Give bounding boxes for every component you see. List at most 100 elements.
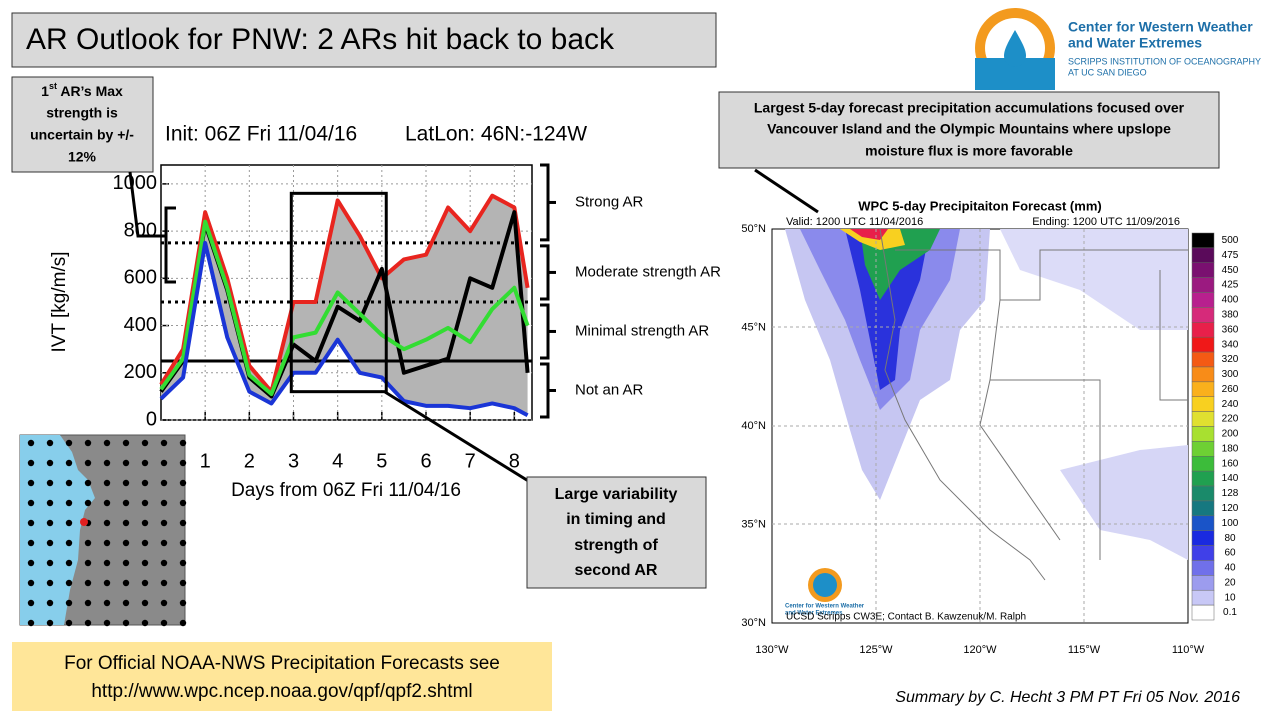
- grid-point: [141, 459, 149, 467]
- colorbar-label: 100: [1222, 518, 1239, 529]
- grid-point: [122, 459, 130, 467]
- highlight-box: [289, 191, 388, 394]
- colorbar-swatch: [1191, 441, 1215, 457]
- grid-point: [84, 559, 92, 567]
- grid-point: [27, 579, 35, 587]
- official-link[interactable]: http://www.wpc.ncep.noaa.gov/qpf/qpf2.sh…: [91, 681, 472, 702]
- y-tick-label: 0: [146, 408, 157, 430]
- precip-240: [840, 229, 905, 250]
- grid-point: [160, 439, 168, 447]
- grid-point: [27, 539, 35, 547]
- grid-point: [46, 599, 54, 607]
- logo-text: and Water Extremes: [1068, 35, 1202, 51]
- grid-point: [141, 439, 149, 447]
- callout-text: st: [49, 81, 57, 91]
- chart-subtitle: LatLon: 46N:-124W: [405, 123, 587, 146]
- grid-point: [160, 619, 168, 627]
- grid-point: [65, 459, 73, 467]
- grid-point: [122, 579, 130, 587]
- colorbar-swatch: [1191, 515, 1215, 531]
- colorbar-swatch: [1191, 545, 1215, 561]
- precip-10: [1060, 445, 1188, 560]
- grid-point: [160, 559, 168, 567]
- grid-point: [84, 439, 92, 447]
- colorbar-label: 220: [1222, 414, 1239, 425]
- grid-point: [141, 599, 149, 607]
- colorbar-swatch: [1191, 575, 1215, 591]
- precip-360: [850, 229, 888, 240]
- colorbar-label: 20: [1224, 577, 1236, 588]
- lat-label: 35°N: [741, 518, 766, 530]
- precip-0-1: [1000, 229, 1188, 330]
- chart-title: Init: 06Z Fri 11/04/16: [165, 123, 357, 146]
- colorbar-swatch: [1191, 560, 1215, 576]
- colorbar-label: 360: [1222, 324, 1239, 335]
- grid-point: [65, 539, 73, 547]
- colorbar-swatch: [1191, 381, 1215, 397]
- grid-point: [46, 559, 54, 567]
- lon-label: 120°W: [963, 644, 997, 656]
- colorbar-swatch: [1191, 396, 1215, 412]
- grid-point: [46, 459, 54, 467]
- y-tick-label: 800: [124, 219, 157, 241]
- grid-point: [65, 619, 73, 627]
- grid-point: [27, 619, 35, 627]
- grid-point: [27, 599, 35, 607]
- series-line: [159, 240, 529, 418]
- colorbar-label: 240: [1222, 399, 1239, 410]
- colorbar-label: 180: [1222, 443, 1239, 454]
- lon-label: 110°W: [1172, 644, 1205, 656]
- grid-point: [27, 459, 35, 467]
- grid-point: [103, 519, 111, 527]
- grid-point: [122, 559, 130, 567]
- colorbar-label: 120: [1222, 503, 1239, 514]
- colorbar-swatch: [1191, 247, 1215, 264]
- colorbar-label: 200: [1222, 429, 1239, 440]
- grid-point: [160, 519, 168, 527]
- lat-label: 30°N: [741, 617, 766, 629]
- colorbar-swatch: [1191, 322, 1215, 338]
- colorbar-label: 340: [1222, 339, 1239, 350]
- grid-point: [84, 539, 92, 547]
- colorbar-swatch: [1191, 411, 1215, 427]
- grid-point: [65, 599, 73, 607]
- grid-point: [103, 479, 111, 487]
- category-bracket: [540, 163, 550, 242]
- series-line: [159, 193, 530, 394]
- colorbar-label: 400: [1222, 295, 1239, 306]
- colorbar-swatch: [1191, 366, 1215, 383]
- grid-point: [103, 559, 111, 567]
- precip-map: Center for Western Weather and Water Ext…: [741, 198, 1238, 655]
- grid-point: [65, 499, 73, 507]
- colorbar-swatch: [1191, 426, 1215, 442]
- lon-label: 130°W: [755, 644, 789, 656]
- grid-point: [65, 519, 73, 527]
- precip-80: [845, 229, 930, 390]
- colorbar-swatch: [1191, 500, 1215, 517]
- logo-text: SCRIPPS INSTITUTION OF OCEANOGRAPHY: [1068, 56, 1261, 66]
- x-tick-label: 3: [288, 450, 299, 472]
- callout-text: second AR: [575, 562, 658, 579]
- grid-point: [141, 499, 149, 507]
- grid-point: [179, 579, 187, 587]
- y-tick-label: 400: [124, 314, 157, 336]
- x-tick-label: 7: [465, 450, 476, 472]
- grid-point: [65, 579, 73, 587]
- category-label: Strong AR: [575, 193, 644, 210]
- grid-point: [179, 519, 187, 527]
- grid-point: [84, 619, 92, 627]
- category-bracket: [540, 244, 550, 301]
- callout-text: 1st AR’s Max: [41, 81, 123, 98]
- logo-drop: [1004, 30, 1026, 67]
- grid-point: [46, 499, 54, 507]
- colorbar-label: 10: [1224, 592, 1236, 603]
- callout-text: moisture flux is more favorable: [865, 143, 1073, 159]
- colorbar-swatch: [1191, 485, 1215, 502]
- grid-point: [122, 619, 130, 627]
- lat-label: 40°N: [741, 420, 766, 432]
- callout-text: in timing and: [566, 511, 666, 528]
- grid-point: [27, 519, 35, 527]
- grid-point: [46, 579, 54, 587]
- colorbar-label: 300: [1222, 369, 1239, 380]
- grid-point: [160, 499, 168, 507]
